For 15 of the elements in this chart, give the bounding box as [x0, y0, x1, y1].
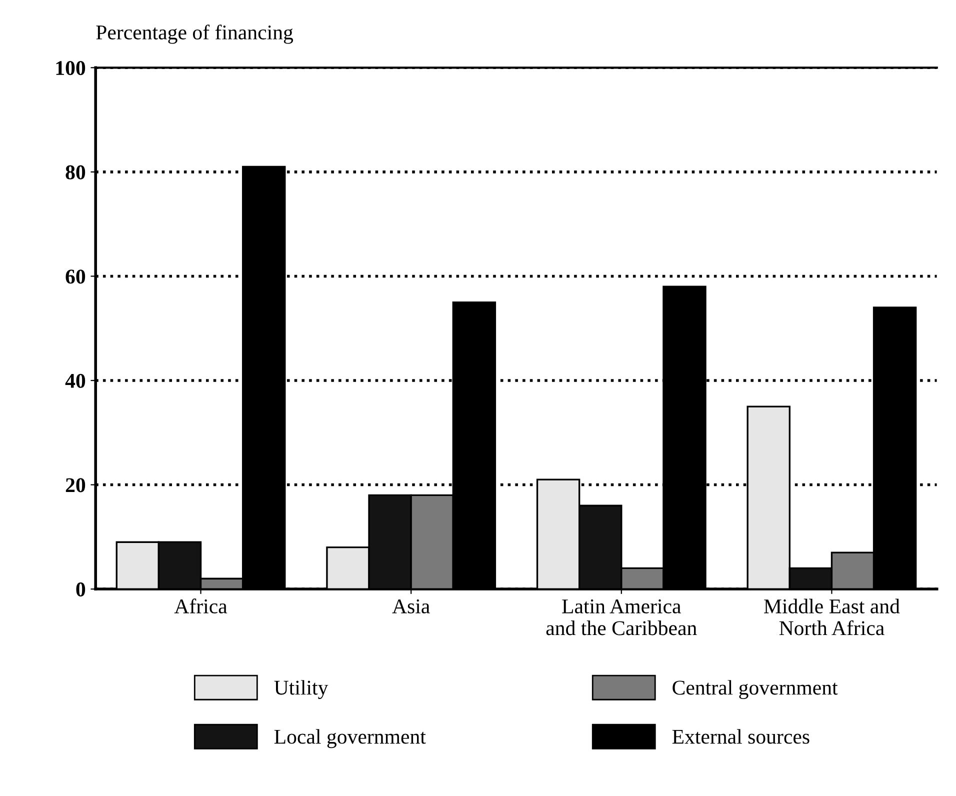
x-tick-label: Asia: [392, 599, 430, 614]
legend-label: Utility: [274, 680, 328, 700]
legend-label: Central government: [672, 680, 838, 700]
y-tick-label: 20: [66, 478, 86, 492]
y-tick-label: 100: [56, 61, 86, 76]
y-axis-title: Percentage of financing: [96, 24, 294, 44]
legend-label: External sources: [672, 729, 810, 744]
y-tick-label: 80: [66, 165, 86, 180]
y-tick-label: 0: [76, 582, 86, 596]
x-tick-label: Africa: [174, 598, 228, 614]
y-tick-label: 40: [65, 374, 86, 388]
x-tick-label: Latin America and the Caribbean: [546, 599, 697, 636]
legend-label: Local government: [274, 729, 426, 748]
y-tick-label: 60: [66, 270, 86, 284]
x-tick-label: Middle East and North Africa: [764, 598, 900, 636]
